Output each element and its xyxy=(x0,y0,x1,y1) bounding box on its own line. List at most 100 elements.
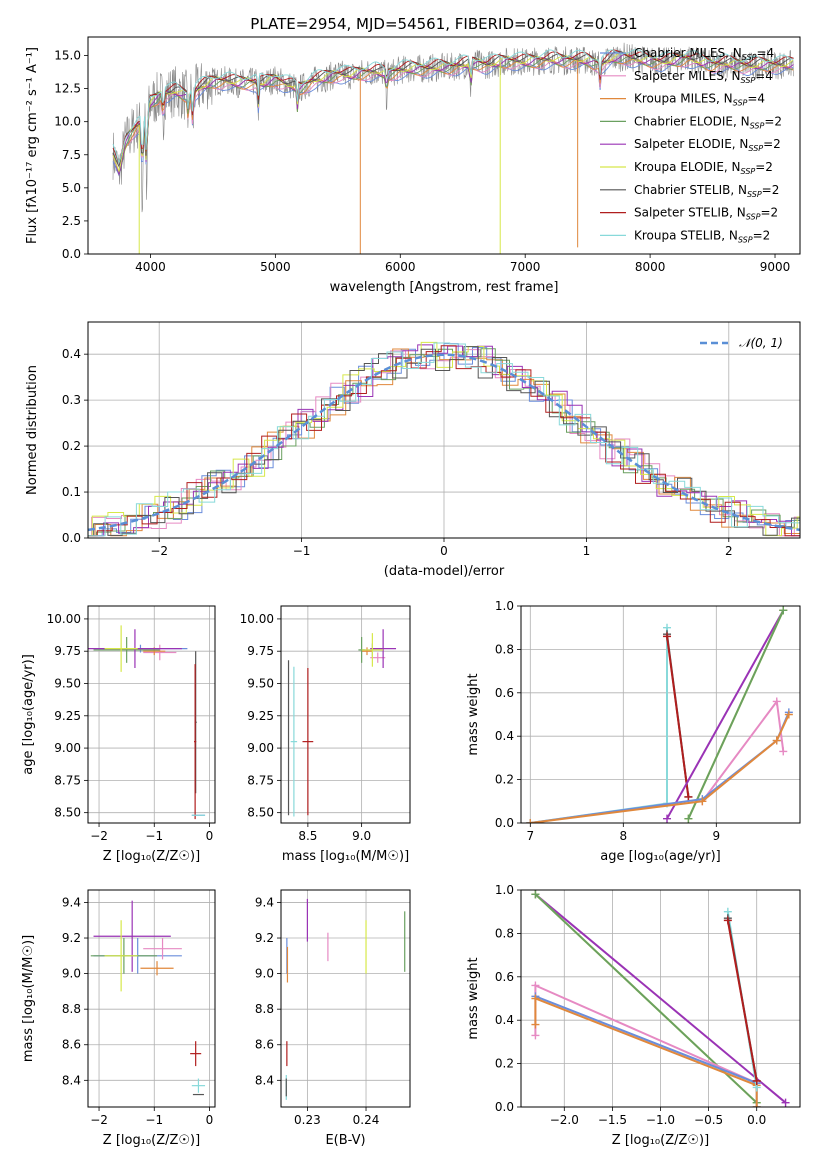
axes-frame xyxy=(280,605,411,824)
x-axis-label: (data-model)/error xyxy=(384,564,505,579)
panel-age-vs-mass: 8.5 9.0 8.50 8.75 9.00 9.25 9.50 9.75 10.00 mass … xyxy=(240,605,411,864)
marker-salpeter_miles xyxy=(779,747,788,756)
y-tick-label: 5.0 xyxy=(62,181,81,195)
y-tick-label: 8.6 xyxy=(255,1038,274,1052)
plot-area-mass-vs-ebv xyxy=(285,898,406,1100)
y-axis-label: mass [log₁₀(M/M☉)] xyxy=(21,935,36,1062)
y-tick-label: 0.0 xyxy=(62,531,81,545)
y-tick-label: 8.50 xyxy=(54,806,81,820)
legend-label-normal: 𝒩(0, 1) xyxy=(739,336,783,350)
legend-label-kroupa_elodie: Kroupa ELODIE, NSSP=2 xyxy=(634,160,773,176)
series-chabrier_elodie xyxy=(687,609,785,820)
y-tick-label: 0.0 xyxy=(495,816,514,830)
y-tick-label: 0.4 xyxy=(495,729,514,743)
marker-salpeter_stelib xyxy=(752,1076,761,1085)
x-tick-label: 6000 xyxy=(385,260,416,274)
marker-salpeter_stelib xyxy=(723,916,732,925)
plot-area-weight-vs-age xyxy=(526,606,793,823)
y-tick-label: 9.75 xyxy=(247,644,274,658)
point-salpeter_miles xyxy=(143,644,177,661)
x-axis-label: Z [log₁₀(Z/Z☉)] xyxy=(612,1133,709,1148)
y-tick-label: 0.0 xyxy=(62,247,81,261)
y-tick-label: 9.25 xyxy=(54,709,81,723)
y-tick-label: 0.6 xyxy=(495,970,514,984)
panel-weight-vs-age: 7 8 9 0.0 0.2 0.4 0.6 0.8 1.0 age [log₁₀(age/yr)]… xyxy=(466,599,801,864)
axes-frame xyxy=(280,889,411,1108)
y-tick-label: 1.0 xyxy=(495,599,514,613)
marker-chabrier_elodie xyxy=(779,606,788,615)
y-tick-label: 7.5 xyxy=(62,148,81,162)
series-kroupa_miles xyxy=(530,714,790,823)
y-tick-label: 8.4 xyxy=(62,1073,81,1087)
y-tick-label: 2.5 xyxy=(62,214,81,228)
point-salpeter_elodie xyxy=(370,629,397,668)
y-tick-label: 9.2 xyxy=(62,931,81,945)
point-kroupa_miles xyxy=(361,647,373,656)
y-tick-label: 8.8 xyxy=(255,1002,274,1016)
y-tick-label: 0.4 xyxy=(62,347,81,361)
x-tick-label: −0.5 xyxy=(694,1113,723,1127)
y-tick-label: 0.0 xyxy=(495,1100,514,1114)
point-kroupa_elodie xyxy=(361,633,384,667)
x-tick-label: 0.24 xyxy=(353,1113,380,1127)
legend-label-salpeter_elodie: Salpeter ELODIE, NSSP=2 xyxy=(634,137,781,153)
marker-salpeter_elodie xyxy=(663,814,672,823)
plot-area-weight-vs-Z xyxy=(531,890,790,1107)
plot-area-age-vs-mass xyxy=(287,629,397,817)
x-tick-label: −1.5 xyxy=(598,1113,627,1127)
marker-kroupa_miles xyxy=(752,1103,761,1107)
x-tick-label: 8000 xyxy=(635,260,666,274)
legend-label-kroupa_miles: Kroupa MILES, NSSP=4 xyxy=(634,92,765,108)
point-salpeter_stelib xyxy=(190,1041,202,1067)
point-kroupa_elodie xyxy=(104,920,138,992)
series-salpeter_stelib xyxy=(666,636,690,798)
y-axis-label: age [log₁₀(age/yr)] xyxy=(21,654,36,775)
marker-kroupa_miles xyxy=(526,819,535,823)
y-tick-label: 9.2 xyxy=(255,931,274,945)
plot-area-residuals xyxy=(88,341,800,537)
x-tick-label: 0.0 xyxy=(747,1113,766,1127)
series-salpeter_elodie xyxy=(534,893,787,1104)
point-kroupa_stelib xyxy=(191,1078,206,1093)
x-tick-label: 5000 xyxy=(260,260,291,274)
legend-label-chabrier_elodie: Chabrier ELODIE, NSSP=2 xyxy=(634,114,782,130)
histogram-kroupa_miles xyxy=(88,348,800,537)
marker-kroupa_miles xyxy=(772,736,781,745)
y-tick-label: 9.00 xyxy=(54,741,81,755)
y-tick-label: 8.50 xyxy=(247,806,274,820)
y-tick-label: 0.1 xyxy=(62,485,81,499)
y-tick-label: 9.50 xyxy=(247,677,274,691)
x-tick-label: 9000 xyxy=(760,260,791,274)
point-kroupa_elodie xyxy=(104,625,138,672)
y-tick-label: 9.00 xyxy=(247,741,274,755)
y-tick-label: 12.5 xyxy=(54,82,81,96)
marker-chabrier_elodie xyxy=(684,814,693,823)
y-tick-label: 9.0 xyxy=(255,967,274,981)
x-tick-label: −2 xyxy=(150,544,168,558)
y-tick-label: 0.2 xyxy=(495,773,514,787)
panel-mass-vs-Z: −2 −1 0 8.4 8.6 8.8 9.0 9.2 9.4 Z [log₁₀(Z/Z☉)] ma… xyxy=(21,889,216,1148)
x-axis-label: E(B-V) xyxy=(325,1133,365,1148)
y-tick-label: 0.4 xyxy=(495,1013,514,1027)
y-axis-label: Normed distribution xyxy=(25,365,40,495)
histogram-chabrier_miles xyxy=(88,343,800,537)
histogram-kroupa_stelib xyxy=(88,342,800,537)
panel-mass-vs-ebv: 0.23 0.24 8.4 8.6 8.8 9.0 9.2 9.4 E(B-V) xyxy=(255,889,411,1148)
y-tick-label: 8.8 xyxy=(62,1002,81,1016)
series-salpeter_elodie xyxy=(666,609,785,820)
y-tick-label: 9.50 xyxy=(54,677,81,691)
marker-kroupa_miles xyxy=(698,797,707,806)
marker-salpeter_miles xyxy=(772,697,781,706)
y-tick-label: 0.3 xyxy=(62,393,81,407)
x-tick-label: −1 xyxy=(145,829,163,843)
x-tick-label: 8 xyxy=(619,829,627,843)
y-tick-label: 9.25 xyxy=(247,709,274,723)
x-axis-label: Z [log₁₀(Z/Z☉)] xyxy=(103,849,200,864)
figure-title: PLATE=2954, MJD=54561, FIBERID=0364, z=0… xyxy=(250,15,637,33)
x-tick-label: −1.0 xyxy=(646,1113,675,1127)
x-axis-label: age [log₁₀(age/yr)] xyxy=(600,849,721,864)
x-tick-label: 0 xyxy=(206,1113,214,1127)
x-tick-label: −2.0 xyxy=(550,1113,579,1127)
point-salpeter_elodie xyxy=(93,900,171,972)
plot-area-age-vs-Z xyxy=(88,625,206,820)
